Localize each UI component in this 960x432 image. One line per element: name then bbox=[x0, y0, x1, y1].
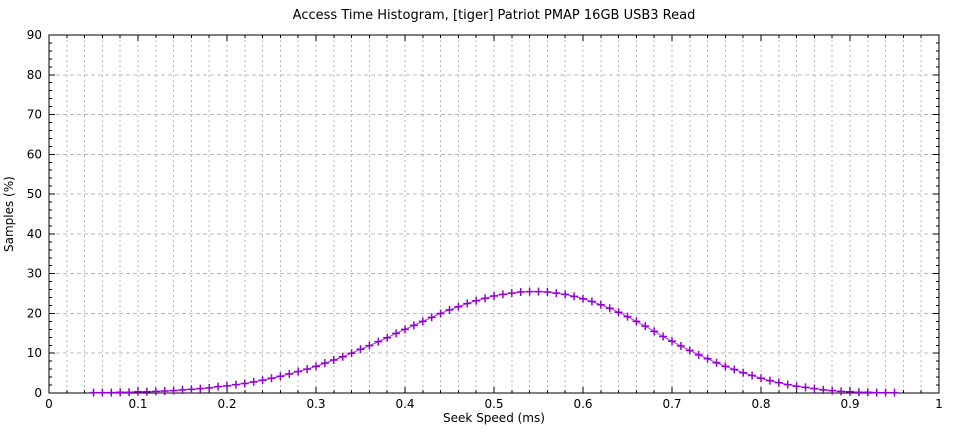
svg-text:0: 0 bbox=[45, 397, 53, 411]
svg-text:60: 60 bbox=[27, 147, 42, 161]
svg-text:0.8: 0.8 bbox=[751, 397, 770, 411]
svg-text:0.6: 0.6 bbox=[573, 397, 592, 411]
svg-text:30: 30 bbox=[27, 267, 42, 281]
svg-text:80: 80 bbox=[27, 68, 42, 82]
axis-ticks-layer bbox=[48, 34, 940, 394]
svg-text:0.5: 0.5 bbox=[484, 397, 503, 411]
y-tick-labels: 0 10 20 30 40 50 60 70 80 90 bbox=[27, 28, 42, 400]
x-tick-labels: 0 0.1 0.2 0.3 0.4 0.5 0.6 0.7 0.8 0.9 1 bbox=[45, 397, 943, 411]
svg-text:20: 20 bbox=[27, 306, 42, 320]
svg-text:0.9: 0.9 bbox=[840, 397, 859, 411]
svg-text:0: 0 bbox=[34, 386, 42, 400]
svg-text:40: 40 bbox=[27, 227, 42, 241]
svg-text:0.3: 0.3 bbox=[306, 397, 325, 411]
series-markers bbox=[89, 287, 899, 397]
x-axis-label: Seek Speed (ms) bbox=[443, 411, 545, 425]
svg-text:0.2: 0.2 bbox=[217, 397, 236, 411]
svg-text:70: 70 bbox=[27, 108, 42, 122]
svg-text:0.4: 0.4 bbox=[395, 397, 414, 411]
svg-text:0.7: 0.7 bbox=[662, 397, 681, 411]
svg-text:90: 90 bbox=[27, 28, 42, 42]
svg-text:50: 50 bbox=[27, 187, 42, 201]
svg-text:10: 10 bbox=[27, 346, 42, 360]
chart-title: Access Time Histogram, [tiger] Patriot P… bbox=[292, 8, 696, 23]
grid-layer bbox=[49, 35, 939, 393]
svg-text:1: 1 bbox=[935, 397, 943, 411]
svg-text:0.1: 0.1 bbox=[128, 397, 147, 411]
